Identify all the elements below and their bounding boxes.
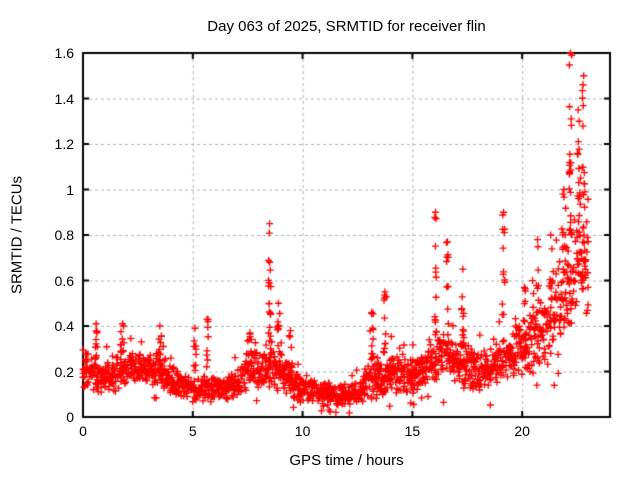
x-tick-label: 15 [404, 423, 421, 439]
y-tick-label: 0.8 [54, 227, 74, 243]
y-tick-label: 0.2 [54, 363, 74, 380]
y-tick-label: 1.2 [54, 136, 74, 152]
y-tick-label: 1.6 [54, 45, 74, 61]
x-tick-label: 10 [294, 423, 311, 439]
y-tick-label: 0 [66, 409, 74, 425]
chart-title: Day 063 of 2025, SRMTID for receiver fli… [207, 18, 486, 35]
y-tick-label: 0.6 [54, 272, 74, 289]
x-tick-label: 5 [188, 423, 197, 439]
x-tick-label: 0 [79, 423, 87, 439]
x-axis-label: GPS time / hours [289, 452, 404, 469]
x-tick-label: 20 [514, 423, 530, 439]
y-tick-label: 1 [66, 181, 74, 198]
y-tick-label: 0.4 [54, 318, 74, 334]
y-tick-label: 1.4 [54, 90, 74, 107]
